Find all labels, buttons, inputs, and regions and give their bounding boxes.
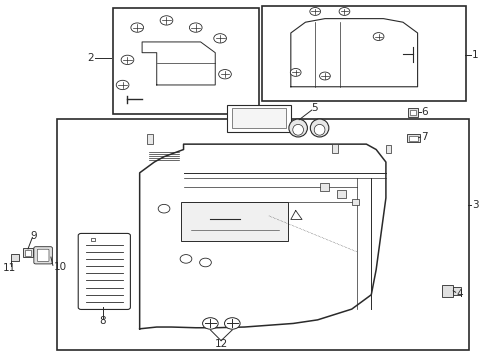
Bar [320,183,328,191]
Circle shape [189,23,202,32]
Text: 7: 7 [421,132,427,142]
Bar [147,134,153,144]
Bar [232,108,285,128]
Bar [113,8,259,114]
Bar [452,287,460,295]
FancyBboxPatch shape [78,233,130,310]
Text: 5: 5 [310,103,317,113]
Bar [441,285,452,297]
Text: 11: 11 [3,263,16,273]
Text: 12: 12 [214,339,227,349]
Ellipse shape [310,119,328,137]
Bar [407,108,417,117]
Ellipse shape [288,119,307,137]
Bar [351,199,358,205]
Circle shape [338,8,349,15]
Circle shape [180,255,191,263]
Circle shape [160,16,172,25]
Text: 6: 6 [421,107,427,117]
Bar [227,105,290,132]
Text: 4: 4 [456,289,462,299]
Circle shape [158,204,169,213]
Bar [57,119,468,350]
Text: 9: 9 [30,231,37,240]
Circle shape [213,34,226,43]
Circle shape [116,80,129,90]
Bar [91,238,95,241]
Text: 10: 10 [53,262,66,272]
Bar [409,110,415,116]
Circle shape [218,69,231,79]
Circle shape [290,68,301,76]
Circle shape [199,258,211,267]
Bar [25,249,31,256]
Circle shape [131,23,143,32]
Bar [331,144,337,153]
Circle shape [224,318,240,329]
Bar [385,145,390,153]
Bar [406,134,419,142]
FancyBboxPatch shape [34,247,52,264]
Text: 8: 8 [99,316,105,325]
Circle shape [319,72,330,80]
Circle shape [372,33,383,41]
Text: 1: 1 [471,50,477,60]
Circle shape [309,8,320,15]
Bar [11,253,19,261]
Bar [261,6,466,101]
FancyBboxPatch shape [37,249,49,261]
Text: 3: 3 [471,200,478,210]
Bar [181,202,288,241]
Ellipse shape [314,125,325,135]
Circle shape [202,318,218,329]
Bar [336,190,345,198]
Bar [408,136,417,141]
Circle shape [121,55,134,64]
Bar [23,248,33,257]
Ellipse shape [292,125,303,135]
Text: 2: 2 [87,53,94,63]
